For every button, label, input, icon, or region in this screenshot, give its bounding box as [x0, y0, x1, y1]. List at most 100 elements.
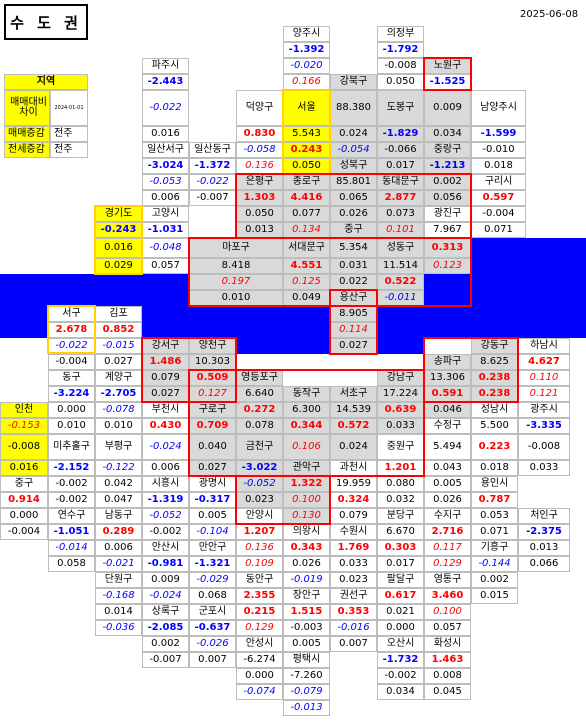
legend-label-price-gap: 매매대비 차이: [4, 90, 50, 126]
grid-cell: 금천구: [236, 434, 283, 460]
grid-cell: 0.121: [518, 386, 570, 402]
grid-cell: 0.027: [95, 354, 142, 370]
grid-cell: 남양주시: [471, 90, 526, 126]
grid-cell: 노원구: [424, 58, 471, 74]
grid-cell: 용인시: [471, 476, 518, 492]
grid-cell: -2.705: [95, 386, 142, 402]
grid-cell: 0.034: [377, 684, 424, 700]
grid-cell: 0.129: [424, 556, 471, 572]
grid-cell: 분당구: [377, 508, 424, 524]
grid-cell: -0.026: [189, 636, 236, 652]
river-band: [518, 306, 586, 338]
grid-cell: 0.100: [424, 604, 471, 620]
grid-cell: -0.048: [142, 238, 189, 258]
grid-cell: 2.877: [377, 190, 424, 206]
grid-cell: -0.011: [377, 290, 424, 306]
river-band: [142, 306, 189, 338]
grid-cell: 1.303: [236, 190, 283, 206]
river-band: [236, 338, 330, 354]
grid-cell: -0.008: [377, 58, 424, 74]
grid-cell: 14.539: [330, 402, 377, 418]
grid-cell: 0.000: [377, 620, 424, 636]
grid-cell: -0.002: [377, 668, 424, 684]
grid-cell: 오산시: [377, 636, 424, 652]
grid-cell: 0.617: [377, 588, 424, 604]
grid-cell: 8.625: [471, 354, 518, 370]
report-date: 2025-06-08: [520, 9, 579, 20]
grid-cell: 0.223: [471, 434, 518, 460]
grid-cell: -0.022: [48, 338, 95, 354]
grid-cell: 0.045: [424, 684, 471, 700]
grid-cell: 0.010: [189, 290, 283, 306]
grid-cell: -0.004: [471, 206, 526, 222]
grid-cell: 8.418: [189, 258, 283, 274]
grid-cell: 0.066: [518, 556, 570, 572]
grid-cell: 경기도: [95, 206, 142, 222]
grid-cell: 0.046: [424, 402, 471, 418]
grid-cell: 5.500: [471, 418, 518, 434]
legend-note-sale-week: 전주: [50, 126, 88, 142]
grid-cell: 일산서구: [142, 142, 189, 158]
grid-cell: 0.106: [283, 434, 330, 460]
grid-cell: 0.002: [142, 636, 189, 652]
grid-cell: 0.032: [377, 492, 424, 508]
grid-cell: 0.509: [189, 370, 236, 386]
grid-cell: 0.007: [330, 636, 377, 652]
grid-cell: 0.313: [424, 238, 471, 258]
grid-cell: 성동구: [377, 238, 424, 258]
grid-cell: -0.003: [283, 620, 330, 636]
grid-cell: 광주시: [518, 402, 570, 418]
grid-cell: -0.054: [330, 142, 377, 158]
grid-cell: 0.114: [330, 322, 377, 338]
grid-cell: -2.443: [142, 74, 189, 90]
grid-cell: -0.002: [48, 476, 95, 492]
grid-cell: -0.317: [189, 492, 236, 508]
grid-cell: 은평구: [236, 174, 283, 190]
grid-cell: 0.049: [283, 290, 330, 306]
grid-cell: 0.068: [189, 588, 236, 604]
grid-cell: -3.024: [142, 158, 189, 174]
grid-cell: 의정부: [377, 26, 424, 42]
grid-cell: 0.007: [189, 652, 236, 668]
grid-cell: 0.077: [283, 206, 330, 222]
grid-cell: 0.006: [142, 460, 189, 476]
grid-cell: 0.073: [377, 206, 424, 222]
river-band: [377, 338, 424, 354]
legend-label-jeonse-change: 전세증감: [4, 142, 50, 158]
grid-cell: 2.678: [48, 322, 95, 338]
grid-cell: 중구: [330, 222, 377, 238]
grid-cell: 중랑구: [424, 142, 471, 158]
grid-cell: 0.015: [471, 588, 518, 604]
grid-cell: -1.319: [142, 492, 189, 508]
grid-cell: 0.024: [330, 126, 377, 142]
grid-cell: -2.375: [518, 524, 570, 540]
grid-cell: 0.238: [471, 370, 518, 386]
grid-cell: 부평구: [95, 434, 142, 460]
grid-cell: 부천시: [142, 402, 189, 418]
grid-cell: 0.017: [377, 556, 424, 572]
grid-cell: 0.079: [330, 508, 377, 524]
grid-cell: 영통구: [424, 572, 471, 588]
grid-cell: 0.029: [95, 258, 142, 274]
grid-cell: -0.024: [142, 588, 189, 604]
grid-cell: 0.033: [518, 460, 570, 476]
grid-cell: 수지구: [424, 508, 471, 524]
grid-cell: 상록구: [142, 604, 189, 620]
grid-cell: 0.026: [283, 556, 330, 572]
grid-cell: 0.057: [142, 258, 189, 274]
grid-cell: 0.078: [236, 418, 283, 434]
grid-cell: 남동구: [95, 508, 142, 524]
grid-cell: 미추홀구: [48, 434, 95, 460]
grid-cell: 0.125: [283, 274, 330, 290]
grid-cell: 0.914: [0, 492, 48, 508]
grid-cell: -0.637: [189, 620, 236, 636]
grid-cell: 0.008: [424, 668, 471, 684]
grid-cell: 0.136: [236, 540, 283, 556]
grid-cell: 군포시: [189, 604, 236, 620]
grid-cell: -1.321: [189, 556, 236, 572]
grid-cell: 0.079: [142, 370, 189, 386]
grid-cell: 5.354: [330, 238, 377, 258]
grid-cell: 김포: [95, 306, 142, 322]
grid-cell: 0.031: [330, 258, 377, 274]
grid-cell: 0.023: [236, 492, 283, 508]
